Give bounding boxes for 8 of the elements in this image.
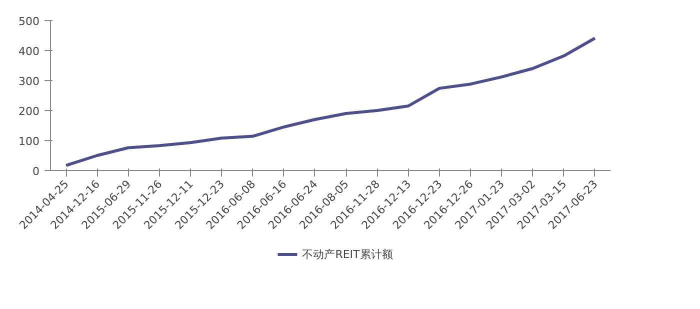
y-tick-label: 100 [18, 135, 40, 148]
y-tick-label: 300 [18, 75, 40, 88]
y-tick-label: 200 [18, 105, 40, 118]
y-tick-label: 0 [32, 165, 40, 178]
legend-label: 不动产REIT累计额 [302, 246, 393, 262]
y-tick-label: 400 [18, 45, 40, 58]
y-tick-label: 500 [18, 15, 40, 28]
line-series [64, 36, 596, 167]
